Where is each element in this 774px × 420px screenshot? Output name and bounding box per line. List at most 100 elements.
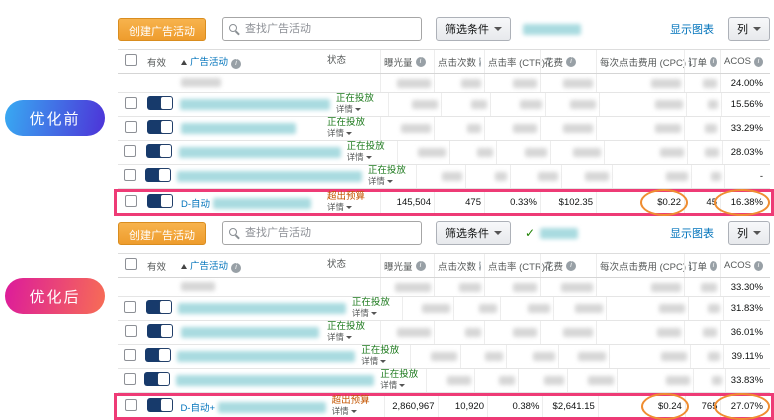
info-icon[interactable] [548,260,550,271]
active-toggle[interactable] [146,398,173,412]
columns-dropdown[interactable]: 列 [728,17,770,41]
toolbar: 创建广告活动 筛选条件 显示图表 列 [118,14,770,44]
table-row: 正在投放 详情 - [118,165,770,189]
table-header: 有效 广告活动 状态 曝光量 点击次数 点击率 (CTR) 花费 每次点击费用 … [118,49,770,74]
show-chart-link[interactable]: 显示图表 [670,228,714,240]
toggle-knob [161,121,172,133]
header-campaign-sort[interactable]: 广告活动 [178,258,324,273]
show-chart-link[interactable]: 显示图表 [670,24,714,36]
redacted-value [703,328,717,337]
redacted-campaign-name [176,374,375,386]
select-all-checkbox[interactable] [125,258,137,270]
active-toggle[interactable] [147,194,173,208]
row-checkbox[interactable] [124,301,137,313]
row-checkbox[interactable] [125,195,137,207]
info-icon[interactable] [753,56,763,67]
row-checkbox[interactable] [124,349,137,361]
info-icon[interactable] [710,260,717,271]
orders-value: 45 [684,192,720,213]
details-toggle[interactable]: 详情 [347,152,372,162]
details-toggle[interactable]: 详情 [327,128,353,138]
acos-value: 31.83% [722,297,770,320]
details-toggle[interactable]: 详情 [368,176,393,186]
summary-row: 33.30% [118,278,770,297]
info-icon[interactable] [689,260,691,271]
chevron-down-icon [399,383,406,387]
info-icon[interactable] [753,260,763,271]
check-icon: ✓ [525,226,536,240]
info-icon[interactable] [548,56,550,67]
redacted-value [654,100,683,109]
info-icon[interactable] [566,56,577,67]
row-checkbox[interactable] [124,145,137,157]
search-input[interactable] [222,221,422,245]
row-checkbox[interactable] [123,373,136,385]
redacted-value [563,78,593,88]
ctr-value: 0.38% [486,396,542,417]
campaign-link[interactable]: D-自动 [181,198,211,210]
row-checkbox[interactable] [125,121,137,133]
table-header: 有效 广告活动 状态 曝光量 点击次数 点击率 (CTR) 花费 每次点击费用 … [118,253,770,278]
toggle-knob [158,373,170,385]
active-toggle[interactable] [144,168,171,182]
row-checkbox[interactable] [124,399,137,411]
info-icon[interactable] [415,260,426,271]
header-spend: 花费 [540,254,596,277]
redacted-value [513,78,537,88]
row-checkbox[interactable] [124,97,137,109]
details-toggle[interactable]: 详情 [361,356,387,366]
info-icon[interactable] [566,260,577,271]
active-toggle[interactable] [144,372,171,386]
details-toggle[interactable]: 详情 [327,202,353,212]
chevron-down-icon [346,205,353,209]
redacted-value [711,172,722,181]
info-icon[interactable] [710,56,717,67]
status-text: 正在投放 [380,369,419,381]
filter-dropdown[interactable]: 筛选条件 [436,17,511,41]
redacted-value [513,282,537,292]
create-campaign-button[interactable]: 创建广告活动 [118,221,206,245]
details-toggle[interactable]: 详情 [332,406,357,416]
redacted-value [395,282,431,292]
redacted-value [470,100,487,109]
status-text: 正在投放 [367,165,406,177]
info-icon[interactable] [689,56,691,67]
redacted-value [484,352,503,361]
info-icon[interactable] [231,263,242,273]
table-row: 正在投放 详情 31.83% [118,297,770,321]
impressions-value: 145,504 [380,192,434,213]
row-checkbox[interactable] [123,169,136,181]
active-toggle[interactable] [146,96,173,110]
filter-label: 筛选条件 [445,24,489,36]
info-icon[interactable] [479,260,481,271]
active-toggle[interactable] [145,348,172,362]
active-toggle[interactable] [145,144,172,158]
header-status: 状态 [327,55,347,67]
create-campaign-button[interactable]: 创建广告活动 [118,17,206,41]
row-checkbox[interactable] [125,325,137,337]
filter-dropdown[interactable]: 筛选条件 [436,221,511,245]
details-toggle[interactable]: 详情 [336,104,361,114]
active-toggle[interactable] [145,300,172,314]
acos-value: 28.03% [721,141,770,164]
table-row: 正在投放 详情 39.11% [118,345,770,369]
active-toggle[interactable] [147,324,173,338]
columns-dropdown[interactable]: 列 [728,221,770,245]
redacted-value [570,100,597,109]
redacted-filter-value [540,227,579,239]
toggle-knob [159,349,171,361]
active-toggle[interactable] [147,120,173,134]
info-icon[interactable] [415,56,426,67]
details-toggle[interactable]: 详情 [352,308,377,318]
search-input[interactable] [222,17,422,41]
acos-value: 33.83% [725,369,770,392]
details-toggle[interactable]: 详情 [327,332,353,342]
select-all-checkbox[interactable] [125,54,137,66]
toggle-knob [158,169,170,181]
header-campaign-sort[interactable]: 广告活动 [178,54,324,69]
info-icon[interactable] [479,56,481,67]
details-toggle[interactable]: 详情 [380,380,406,390]
info-icon[interactable] [231,59,242,69]
campaign-link[interactable]: D-自动+ [180,402,216,414]
header-acos: ACOS [720,254,770,277]
